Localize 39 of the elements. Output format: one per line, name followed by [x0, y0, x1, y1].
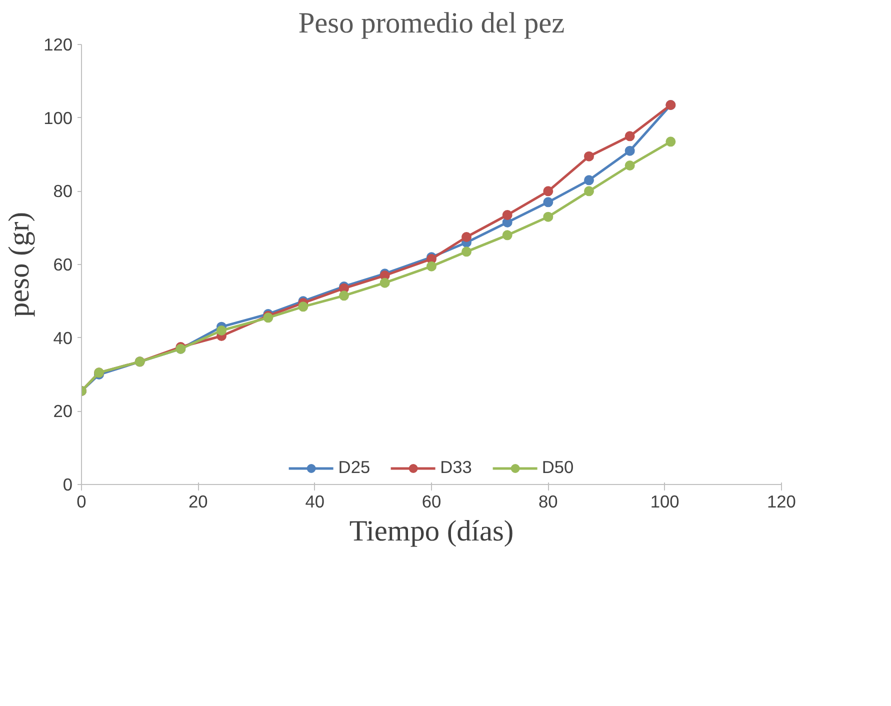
point: [462, 232, 472, 242]
x-tick-label: 20: [188, 492, 208, 512]
y-tick-label: 100: [44, 108, 73, 128]
point: [624, 160, 635, 170]
point: [462, 246, 472, 257]
point: [502, 210, 512, 220]
x-tick-label: 40: [305, 492, 324, 512]
x-tick-label: 60: [422, 492, 442, 512]
point: [543, 186, 554, 196]
legend-label: D25: [338, 457, 370, 478]
point: [216, 326, 226, 336]
point: [666, 136, 676, 147]
x-tick-label: 100: [650, 492, 680, 512]
chart-title: Peso promedio del pez: [298, 8, 565, 40]
y-tick-label: 60: [53, 254, 73, 274]
point: [298, 302, 308, 312]
y-axis-title: peso (gr): [4, 212, 36, 318]
point: [339, 290, 349, 301]
y-tick-label: 120: [44, 34, 73, 54]
point: [502, 230, 512, 240]
x-axis-title: Tiempo (días): [349, 516, 514, 548]
legend-label: D50: [542, 457, 574, 478]
point: [543, 197, 554, 208]
point: [624, 146, 635, 156]
x-tick-label: 120: [767, 492, 796, 512]
y-tick-label: 20: [53, 401, 73, 422]
point: [543, 212, 554, 222]
point: [624, 131, 635, 142]
y-tick-label: 80: [53, 181, 73, 202]
legend-label: D33: [440, 457, 472, 478]
y-tick-label: 0: [62, 474, 73, 494]
y-tick-label: 40: [53, 328, 73, 348]
point: [584, 175, 594, 186]
x-tick-label: 80: [538, 492, 558, 512]
point: [380, 278, 390, 288]
x-tick-label: 0: [76, 492, 86, 512]
point: [584, 186, 594, 196]
point: [584, 151, 594, 162]
point: [426, 261, 436, 272]
